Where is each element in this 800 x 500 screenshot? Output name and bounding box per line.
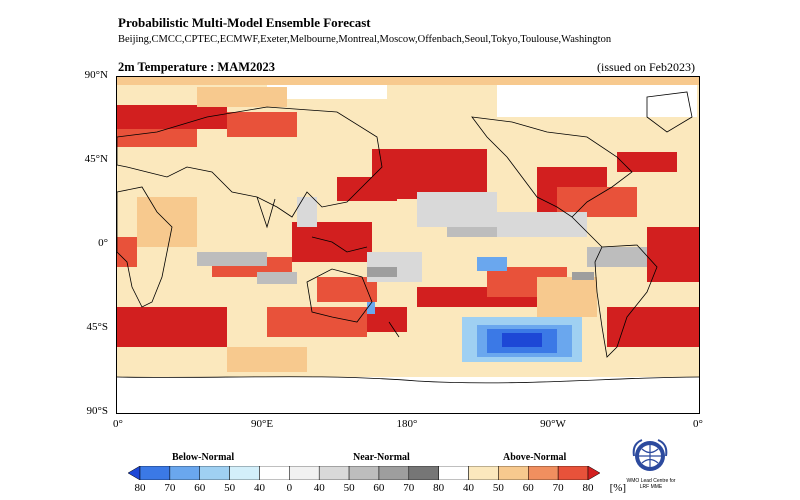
lon-label-0-left: 0° <box>113 418 123 430</box>
colorbar-segment <box>408 466 439 480</box>
colorbar-tick-label: 40 <box>463 482 475 494</box>
colorbar-tick-label: 80 <box>582 482 594 494</box>
colorbar-arrow-below <box>128 466 141 480</box>
colorbar-segment <box>528 466 559 480</box>
colorbar-segment <box>378 466 410 480</box>
colorbar-segment <box>199 466 230 480</box>
issued-date: (issued on Feb2023) <box>597 60 695 74</box>
chart-title: Probabilistic Multi-Model Ensemble Forec… <box>118 15 371 30</box>
lat-label-90n: 90°N <box>84 69 108 81</box>
colorbar <box>128 466 600 480</box>
lon-label-0-right: 0° <box>693 418 703 430</box>
colorbar-segment <box>438 466 469 480</box>
lat-label-45s: 45°S <box>86 321 108 333</box>
lat-label-90s: 90°S <box>86 405 108 417</box>
lat-label-eq: 0° <box>98 237 108 249</box>
lat-label-45n: 45°N <box>84 153 108 165</box>
colorbar-segment <box>229 466 260 480</box>
colorbar-tick-label: 60 <box>373 482 385 494</box>
colorbar-tick-label: 80 <box>134 482 146 494</box>
colorbar-segment <box>169 466 200 480</box>
variable-title: 2m Temperature : MAM2023 <box>118 60 276 74</box>
probability-field <box>117 77 699 413</box>
wmo-emblem-icon <box>632 439 668 471</box>
colorbar-segment <box>468 466 499 480</box>
lon-label-180: 180° <box>396 418 418 430</box>
colorbar-tick-label: [%] <box>609 482 627 494</box>
lon-label-90w: 90°W <box>540 418 566 430</box>
colorbar-segment <box>139 466 171 480</box>
colorbar-segment <box>259 466 290 480</box>
colorbar-segment <box>289 466 320 480</box>
colorbar-tick-label: 80 <box>433 482 445 494</box>
colorbar-tick-label: 50 <box>343 482 355 494</box>
contributing-centres: Beijing,CMCC,CPTEC,ECMWF,Exeter,Melbourn… <box>118 34 612 45</box>
colorbar-tick-label: 70 <box>552 482 564 494</box>
colorbar-segment <box>557 466 589 480</box>
colorbar-tick-label: 40 <box>253 482 265 494</box>
legend-above-normal: Above-Normal <box>503 452 567 463</box>
colorbar-tick-label: 40 <box>313 482 325 494</box>
colorbar-arrow-above <box>587 466 600 480</box>
colorbar-tick-label: 60 <box>194 482 206 494</box>
colorbar-tick-label: 50 <box>492 482 504 494</box>
colorbar-tick-label: 0 <box>286 482 293 494</box>
legend-below-normal: Below-Normal <box>172 452 235 463</box>
colorbar-tick-label: 60 <box>522 482 534 494</box>
logo-caption: WMO Lead Centre for LRF MME <box>626 478 676 490</box>
colorbar-segment <box>498 466 529 480</box>
colorbar-tick-label: 50 <box>224 482 236 494</box>
colorbar-tick-label: 70 <box>403 482 415 494</box>
colorbar-tick-label: 70 <box>164 482 176 494</box>
colorbar-segment <box>318 466 350 480</box>
colorbar-segment <box>348 466 380 480</box>
lon-label-90e: 90°E <box>250 418 274 430</box>
legend-near-normal: Near-Normal <box>353 452 410 463</box>
forecast-map <box>116 76 700 414</box>
